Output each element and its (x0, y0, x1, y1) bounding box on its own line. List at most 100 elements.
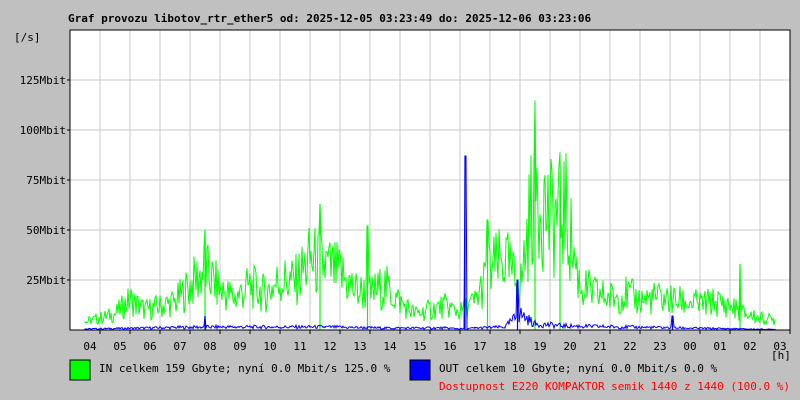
in-series-data-point (354, 289, 356, 291)
in-series-data-point (504, 259, 506, 261)
out-series-data-point (144, 327, 146, 329)
legend-in-text: IN celkem 159 Gbyte; nyní 0.0 Mbit/s 125… (99, 362, 391, 375)
y-tick-label: 75Mbit (26, 174, 66, 187)
in-series-data-point (234, 297, 236, 299)
x-tick-label: 04 (83, 340, 97, 353)
out-series-data-point (444, 327, 446, 329)
x-tick-label: 10 (263, 340, 276, 353)
y-tick-label: 50Mbit (26, 224, 66, 237)
legend-in-swatch (69, 359, 91, 381)
in-series-data-point (264, 293, 266, 295)
y-tick-labels: 25Mbit 50Mbit 75Mbit 100Mbit 125Mbit (20, 74, 70, 287)
y-tick-label: 100Mbit (20, 124, 66, 137)
in-series-data-point (654, 297, 656, 299)
x-tick-label: 09 (233, 340, 246, 353)
out-series-data-point (519, 313, 521, 315)
in-series-data-point (309, 259, 311, 261)
availability-text: Dostupnost E220 KOMPAKTOR semik 1440 z 1… (439, 380, 790, 393)
x-tick-label: 15 (413, 340, 426, 353)
x-tick-label: 12 (323, 340, 336, 353)
out-series-data-point (504, 326, 506, 328)
in-series-data-point (669, 299, 671, 301)
out-series-data-point (384, 327, 386, 329)
in-series-data-point (684, 301, 686, 303)
in-series-data-point (519, 289, 521, 291)
in-series-data-point (324, 265, 326, 267)
out-series-data-point (624, 326, 626, 328)
in-series-data-point (489, 269, 491, 271)
x-tick-label: 20 (563, 340, 576, 353)
y-axis-unit-label: [/s] (14, 31, 41, 44)
out-series-data-point (264, 326, 266, 328)
in-series-data-point (99, 317, 101, 319)
x-tick-label: 14 (383, 340, 397, 353)
x-tick-label: 07 (173, 340, 186, 353)
in-series-data-point (84, 321, 86, 323)
out-series-data-point (684, 327, 686, 329)
in-series-data-point (729, 305, 731, 307)
in-series-data-point (549, 219, 551, 221)
x-tick-label: 18 (503, 340, 516, 353)
out-series-layer (84, 155, 776, 331)
in-series-data-point (249, 285, 251, 287)
y-tick-label: 25Mbit (26, 274, 66, 287)
x-tick-label: 17 (473, 340, 486, 353)
in-series-data-point (399, 301, 401, 303)
x-tick-label: 23 (653, 340, 666, 353)
in-series-data-point (744, 313, 746, 315)
x-tick-label: 01 (713, 340, 726, 353)
in-series-data-point (429, 309, 431, 311)
in-series-data-point (714, 301, 716, 303)
x-tick-label: 22 (623, 340, 636, 353)
in-series-data-point (624, 293, 626, 295)
in-series-data-point (564, 209, 566, 211)
out-series-data-point (564, 325, 566, 327)
x-tick-label: 21 (593, 340, 606, 353)
x-tick-label: 03 (773, 340, 786, 353)
in-series-data-point (444, 305, 446, 307)
in-series-data-point (279, 279, 281, 281)
in-series-layer (84, 100, 776, 330)
y-tick-label: 125Mbit (20, 74, 66, 87)
legend-out-swatch (409, 359, 431, 381)
x-tick-label: 08 (203, 340, 216, 353)
in-series-data-point (699, 303, 701, 305)
in-series-data-point (219, 289, 221, 291)
x-tick-label: 02 (743, 340, 756, 353)
chart-title: Graf provozu libotov_rtr_ether5 od: 2025… (68, 12, 592, 25)
in-series-data-point (384, 285, 386, 287)
in-series-data-point (339, 273, 341, 275)
x-tick-label: 00 (683, 340, 696, 353)
in-series-data-point (294, 281, 296, 283)
x-tick-label: 06 (143, 340, 156, 353)
out-series-line (84, 155, 776, 331)
in-series-data-point (369, 293, 371, 295)
out-series-data-point (744, 328, 746, 330)
in-series-data-point (414, 313, 416, 315)
x-tick-labels: 04 05 06 07 08 09 10 11 12 13 14 15 16 17 18 19 20 21 22 23… (83, 330, 791, 353)
in-series-data-point (474, 301, 476, 303)
x-tick-label: 19 (533, 340, 546, 353)
in-series-data-point (579, 285, 581, 287)
in-series-data-point (144, 309, 146, 311)
in-series-data-point (774, 319, 776, 321)
in-series-data-point (639, 299, 641, 301)
out-series-data-point (84, 328, 86, 330)
in-series-data-point (114, 313, 116, 315)
x-tick-label: 13 (353, 340, 366, 353)
in-series-data-point (189, 285, 191, 287)
in-series-data-point (129, 299, 131, 301)
x-tick-label: 11 (293, 340, 306, 353)
x-axis-unit-label: [h] (771, 349, 791, 362)
in-series-line (84, 100, 776, 326)
x-tick-label: 16 (443, 340, 456, 353)
out-series-data-point (534, 323, 536, 325)
in-series-data-point (609, 297, 611, 299)
out-series-data-point (474, 327, 476, 329)
in-series-data-point (459, 311, 461, 313)
in-series-data-point (759, 317, 761, 319)
x-tick-label: 05 (113, 340, 126, 353)
in-series-data-point (159, 305, 161, 307)
